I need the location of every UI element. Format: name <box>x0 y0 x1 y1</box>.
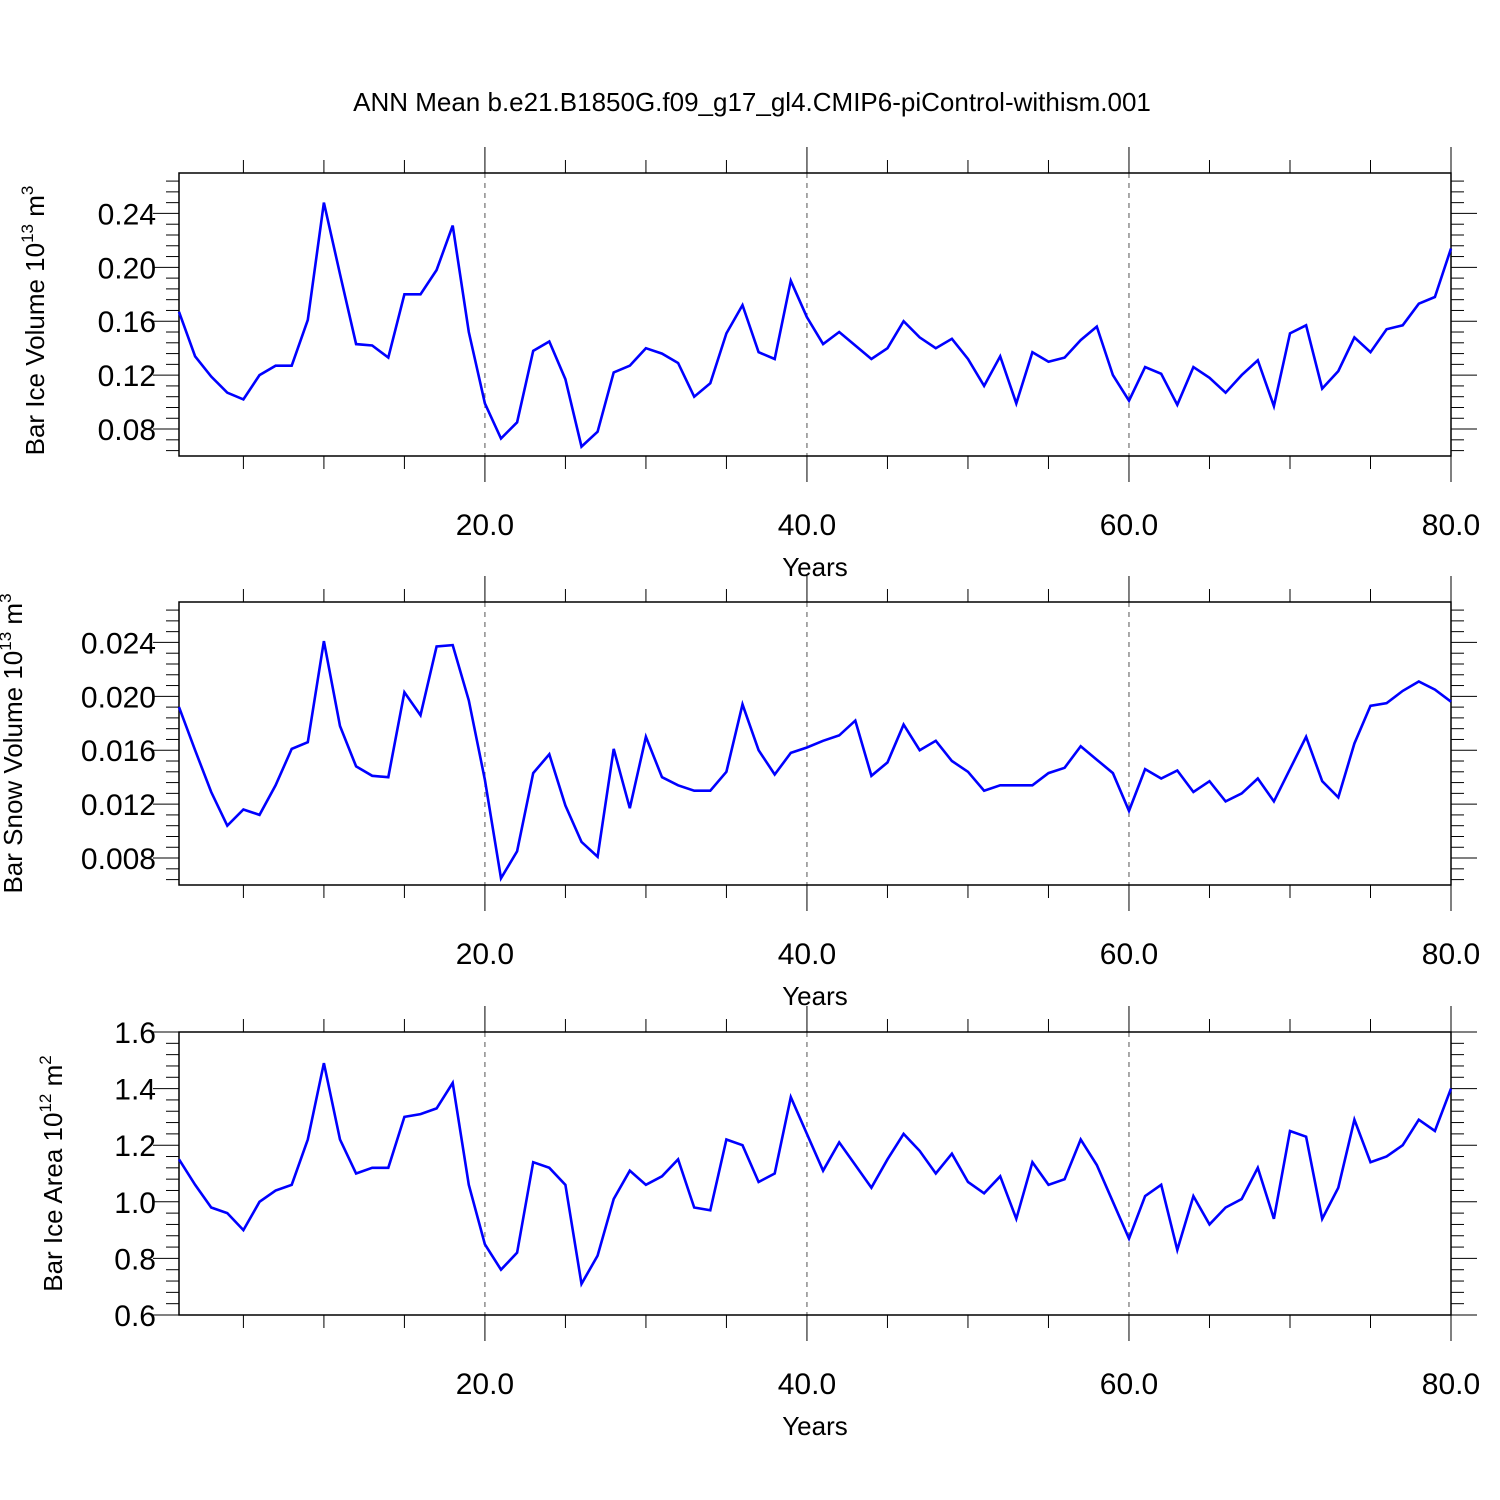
y-tick-label: 0.12 <box>98 360 156 393</box>
x-tick-label: 20.0 <box>456 1368 514 1401</box>
chart-panel-3: 20.0 40.0 60.0 80.0 0.6 0.8 1.0 1.2 1.4 1.6 Years B… <box>36 1006 1480 1441</box>
plot-frame <box>178 172 1452 457</box>
panels: 20.0 40.0 60.0 80.0 0.08 0.12 0.16 0.20 0.24 Year… <box>0 147 1480 1441</box>
series-line <box>177 1062 1453 1288</box>
y-tick-label: 0.6 <box>114 1300 156 1333</box>
y-axis-label-main: Bar Ice Volume 10 <box>20 243 50 455</box>
y-tick-label: 0.024 <box>81 627 156 660</box>
x-tick-label: 60.0 <box>1100 938 1158 971</box>
x-axis-label: Years <box>782 1411 848 1441</box>
x-tick-label: 20.0 <box>456 509 514 542</box>
x-tick-label: 80.0 <box>1422 1368 1480 1401</box>
x-axis-label: Years <box>782 552 848 582</box>
y-tick-label: 0.008 <box>81 843 156 876</box>
y-axis-label: Bar Snow Volume 1013 m3 <box>0 593 28 893</box>
y-axis-label-exponent: 13 <box>0 632 15 651</box>
y-axis-label-unit: m <box>38 1065 68 1094</box>
y-axis-label-unit: m <box>0 603 28 632</box>
y-axis-label-unit-exponent: 3 <box>18 186 37 195</box>
series-line <box>177 202 1453 450</box>
y-tick-label: 0.24 <box>98 198 156 231</box>
x-tick-label: 40.0 <box>778 938 836 971</box>
y-axis-label-unit-exponent: 3 <box>0 593 15 602</box>
x-tick-label: 80.0 <box>1422 938 1480 971</box>
y-axis-label-main: Bar Snow Volume 10 <box>0 651 28 894</box>
y-tick-label: 1.6 <box>114 1017 156 1050</box>
y-axis-label-exponent: 13 <box>18 224 37 243</box>
chart-title: ANN Mean b.e21.B1850G.f09_g17_gl4.CMIP6-… <box>353 87 1151 117</box>
y-tick-label: 1.4 <box>114 1074 156 1107</box>
y-tick-label: 0.08 <box>98 414 156 447</box>
y-axis-label: Bar Ice Volume 1013 m3 <box>18 186 50 456</box>
x-tick-label: 20.0 <box>456 938 514 971</box>
y-axis-label-unit: m <box>20 195 50 224</box>
y-axis-label: Bar Ice Area 1012 m2 <box>36 1055 68 1292</box>
y-tick-label: 0.012 <box>81 789 156 822</box>
y-axis-label-exponent: 12 <box>36 1094 55 1113</box>
y-tick-label: 0.016 <box>81 735 156 768</box>
y-tick-label: 1.2 <box>114 1130 156 1163</box>
y-tick-label: 1.0 <box>114 1187 156 1220</box>
x-tick-label: 80.0 <box>1422 509 1480 542</box>
x-tick-label: 40.0 <box>778 509 836 542</box>
x-tick-label: 60.0 <box>1100 1368 1158 1401</box>
y-tick-label: 0.020 <box>81 681 156 714</box>
plot-frame <box>178 1031 1452 1316</box>
y-tick-label: 0.20 <box>98 252 156 285</box>
y-axis-label-main: Bar Ice Area 10 <box>38 1113 68 1292</box>
y-tick-label: 0.8 <box>114 1243 156 1276</box>
y-tick-label: 0.16 <box>98 306 156 339</box>
x-axis-label: Years <box>782 981 848 1011</box>
y-axis-label-unit-exponent: 2 <box>36 1055 55 1064</box>
plot-frame <box>178 601 1452 886</box>
x-tick-label: 40.0 <box>778 1368 836 1401</box>
series-line <box>177 640 1452 883</box>
chart-panel-2: 20.0 40.0 60.0 80.0 0.008 0.012 0.016 0.020 0.02… <box>0 576 1480 1011</box>
x-tick-label: 60.0 <box>1100 509 1158 542</box>
chart-panel-1: 20.0 40.0 60.0 80.0 0.08 0.12 0.16 0.20 0.24 Year… <box>18 147 1480 582</box>
